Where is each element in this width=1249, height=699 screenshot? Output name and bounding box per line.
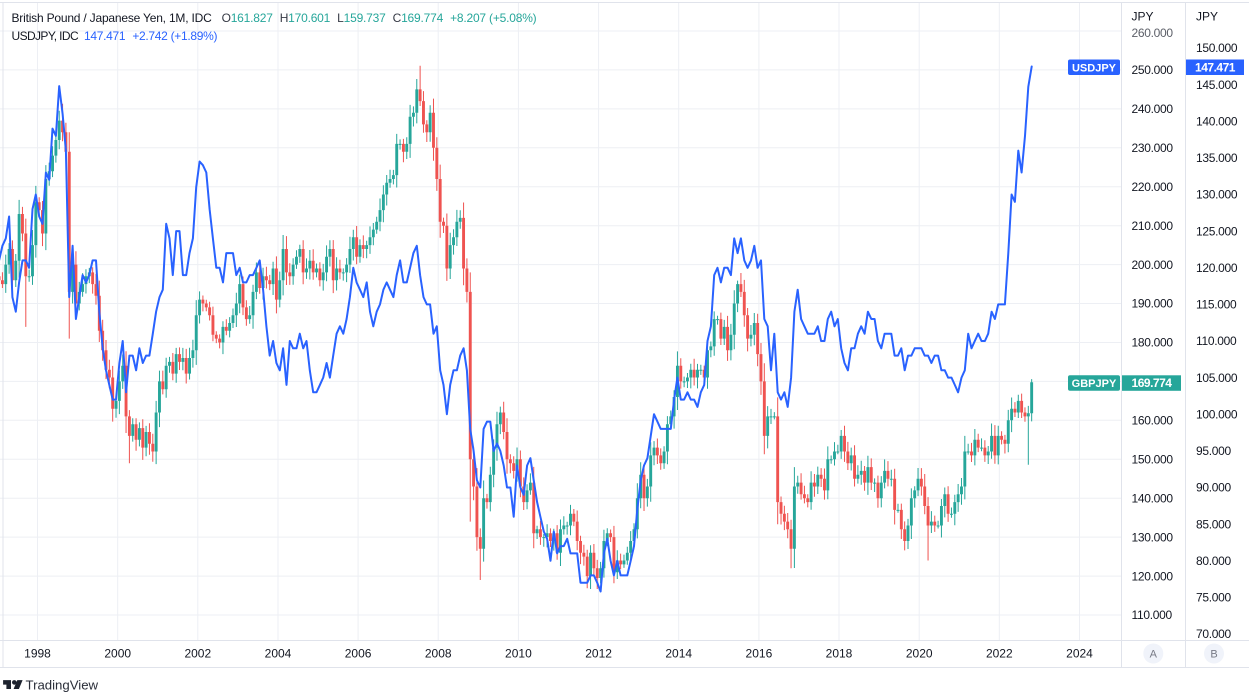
svg-text:2024: 2024 <box>1066 647 1093 661</box>
svg-text:85.000: 85.000 <box>1196 517 1232 531</box>
svg-text:169.774: 169.774 <box>1132 376 1173 390</box>
svg-text:GBPJPY: GBPJPY <box>1072 378 1117 390</box>
svg-text:2006: 2006 <box>345 647 372 661</box>
svg-text:125.000: 125.000 <box>1196 224 1238 238</box>
svg-text:95.000: 95.000 <box>1196 444 1232 458</box>
svg-text:2020: 2020 <box>906 647 933 661</box>
svg-text:1998: 1998 <box>24 647 51 661</box>
svg-text:JPY: JPY <box>1132 10 1154 24</box>
svg-text:135.000: 135.000 <box>1196 151 1238 165</box>
svg-text:A: A <box>1150 649 1158 661</box>
svg-text:110.000: 110.000 <box>1132 608 1173 622</box>
svg-text:2004: 2004 <box>265 647 292 661</box>
svg-text:USDJPY: USDJPY <box>1072 62 1117 74</box>
svg-text:2016: 2016 <box>746 647 773 661</box>
svg-text:160.000: 160.000 <box>1132 414 1174 428</box>
svg-text:130.000: 130.000 <box>1196 188 1238 202</box>
svg-text:120.000: 120.000 <box>1132 569 1174 583</box>
svg-text:2022: 2022 <box>986 647 1013 661</box>
svg-text:2008: 2008 <box>425 647 452 661</box>
svg-text:JPY: JPY <box>1196 10 1218 24</box>
svg-text:90.000: 90.000 <box>1196 481 1232 495</box>
svg-text:2014: 2014 <box>665 647 692 661</box>
svg-text:B: B <box>1210 649 1217 661</box>
svg-text:190.000: 190.000 <box>1132 297 1174 311</box>
svg-text:105.000: 105.000 <box>1196 371 1238 385</box>
svg-text:140.000: 140.000 <box>1132 491 1174 505</box>
svg-text:210.000: 210.000 <box>1132 219 1174 233</box>
svg-text:150.000: 150.000 <box>1132 453 1174 467</box>
svg-text:230.000: 230.000 <box>1132 141 1174 155</box>
svg-text:240.000: 240.000 <box>1132 102 1174 116</box>
svg-text:75.000: 75.000 <box>1196 591 1232 605</box>
svg-text:TradingView: TradingView <box>26 678 99 693</box>
svg-text:120.000: 120.000 <box>1196 261 1238 275</box>
svg-text:115.000: 115.000 <box>1196 298 1237 312</box>
svg-text:2010: 2010 <box>505 647 532 661</box>
svg-text:2018: 2018 <box>826 647 853 661</box>
svg-text:100.000: 100.000 <box>1196 407 1238 421</box>
svg-text:200.000: 200.000 <box>1132 258 1174 272</box>
svg-text:145.000: 145.000 <box>1196 78 1238 92</box>
svg-text:260.000: 260.000 <box>1132 26 1174 40</box>
svg-text:130.000: 130.000 <box>1132 530 1174 544</box>
svg-text:2002: 2002 <box>184 647 211 661</box>
svg-text:220.000: 220.000 <box>1132 180 1174 194</box>
svg-text:2012: 2012 <box>585 647 612 661</box>
svg-text:250.000: 250.000 <box>1132 63 1174 77</box>
svg-text:180.000: 180.000 <box>1132 336 1174 350</box>
svg-text:110.000: 110.000 <box>1196 334 1237 348</box>
svg-text:140.000: 140.000 <box>1196 115 1238 129</box>
svg-text:150.000: 150.000 <box>1196 41 1238 55</box>
svg-text:80.000: 80.000 <box>1196 554 1232 568</box>
svg-text:2000: 2000 <box>104 647 131 661</box>
svg-text:147.471: 147.471 <box>1195 60 1236 74</box>
svg-text:70.000: 70.000 <box>1196 627 1232 641</box>
